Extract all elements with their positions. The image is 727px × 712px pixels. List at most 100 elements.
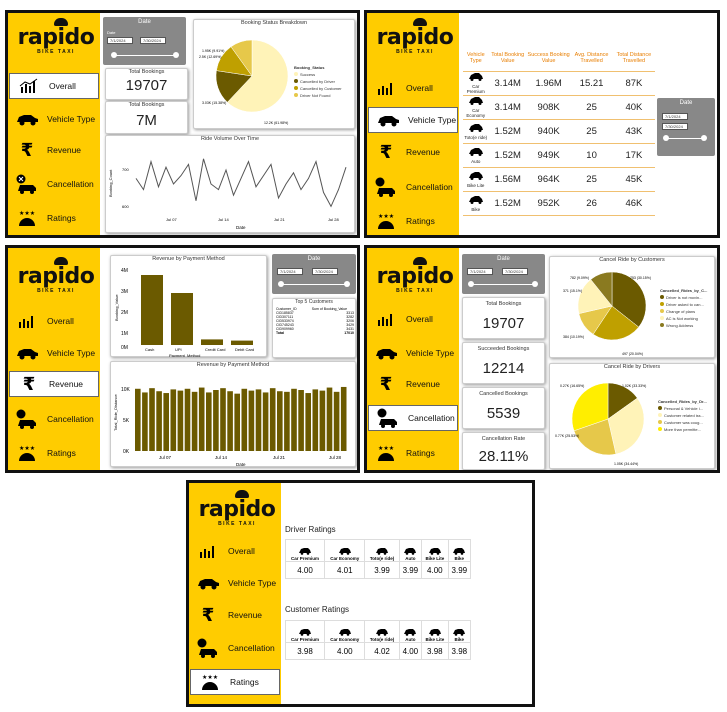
nav-ratings[interactable]: ★★★ Ratings — [367, 440, 459, 466]
table-row: Bike Lite 1.56M 964K 25 45K — [463, 167, 655, 192]
rating-value: 4.00 — [398, 642, 423, 660]
cancel-car-icon — [375, 407, 401, 429]
svg-text:12.2K (61.98%): 12.2K (61.98%) — [264, 121, 288, 125]
nav-revenue[interactable]: ₹ Revenue — [367, 139, 459, 165]
bar — [284, 391, 290, 451]
nav-cancellation[interactable]: Cancellation — [8, 406, 100, 432]
pie-slice — [571, 382, 609, 432]
svg-text:Total_Ride_Distance: Total_Ride_Distance — [113, 394, 118, 431]
bar — [333, 391, 340, 451]
cancel-by-drivers-pie: 0.27K (16.65%) 1.02K (33.33%) 0.77K (25.53… — [555, 382, 646, 466]
date-filter[interactable]: Date 7/1/2024 7/30/2024 — [462, 254, 545, 294]
revenue-dashboard: rapido BIKE TAXI Overall Vehicle Type ₹ Re… — [5, 245, 360, 473]
nav-vehicle-type[interactable]: Vehicle Type — [8, 340, 100, 366]
nav-ratings[interactable]: ★★★ Ratings — [8, 440, 100, 466]
bar — [231, 340, 253, 345]
ride-volume-line-card: Ride Volume Over Time Booking_Count 600 70… — [105, 135, 355, 233]
nav-vehicle-type[interactable]: Vehicle Type — [367, 340, 459, 366]
rating-value: 4.00 — [324, 642, 366, 660]
svg-text:★★★: ★★★ — [19, 445, 35, 452]
bar — [170, 389, 177, 451]
nav-cancellation[interactable]: Cancellation — [8, 171, 100, 197]
sidebar: rapido BIKE TAXI Overall Vehicle Type ₹ Re… — [8, 248, 100, 470]
revenue-by-method-chart: Booking_Value 4M 3M 2M 1M 0M Cash UPI Credit Car… — [114, 268, 254, 357]
svg-text:1.02K (33.33%): 1.02K (33.33%) — [622, 384, 646, 388]
date-filter[interactable]: Date 7/1/2024 7/30/2024 — [272, 254, 356, 294]
sidebar: rapido BIKE TAXI Overall Vehicle Type ₹ Re… — [367, 13, 459, 235]
bar — [262, 392, 269, 451]
rapido-logo: rapido BIKE TAXI — [14, 257, 98, 294]
date-filter[interactable]: Date Date 7/1/2024 7/30/2024 — [103, 17, 186, 65]
svg-text:Jul 21: Jul 21 — [273, 455, 286, 460]
car-icon — [468, 73, 483, 81]
nav-revenue[interactable]: ₹ Revenue — [8, 137, 100, 163]
rupee-icon: ₹ — [20, 139, 34, 160]
nav-overall[interactable]: Overall — [367, 306, 459, 332]
svg-text:Date: Date — [236, 462, 246, 467]
sidebar: rapido BIKE TAXI Overall Vehicle Type ₹ Re… — [8, 13, 100, 235]
nav-ratings[interactable]: ★★★ Ratings — [190, 669, 280, 695]
svg-text:2M: 2M — [121, 310, 128, 316]
nav-overall[interactable]: Overall — [9, 73, 99, 99]
vehicle-icon — [428, 548, 441, 555]
pie-slice — [611, 271, 647, 328]
top5-customers-card: Top 5 Customers Customer_ID Sum of Bookin… — [272, 298, 356, 358]
rupee-icon: ₹ — [379, 373, 393, 394]
bar — [156, 391, 162, 451]
rating-value: 4.00 — [284, 561, 326, 579]
pie-slice — [590, 271, 613, 307]
svg-text:Jul 07: Jul 07 — [166, 217, 177, 222]
chart-icon — [16, 75, 42, 97]
svg-text:Jul 21: Jul 21 — [274, 217, 285, 222]
ratings-dashboard: rapido BIKE TAXI Overall Vehicle Type ₹ Re… — [186, 480, 535, 707]
motorbike-icon — [468, 195, 483, 204]
customer-ratings-table: Car Premium Car Economy Toto(e ride) Auto Bi… — [284, 620, 472, 660]
svg-text:Booking_Count: Booking_Count — [108, 169, 113, 197]
vehicle-table: Vehicle Type Total Booking Value Success B… — [463, 45, 655, 216]
svg-text:Jul 28: Jul 28 — [328, 217, 339, 222]
car-icon — [14, 342, 40, 364]
nav-ratings[interactable]: ★★★ Ratings — [367, 208, 459, 234]
svg-text:10K: 10K — [121, 387, 131, 393]
kpi-cancelled-bookings: Cancelled Bookings 5539 — [462, 387, 545, 429]
nav-revenue[interactable]: ₹ Revenue — [367, 371, 459, 397]
nav-overall[interactable]: Overall — [8, 308, 100, 334]
rapido-logo: rapido BIKE TAXI — [373, 18, 457, 55]
svg-text:1.95K (9.91%): 1.95K (9.91%) — [202, 49, 224, 53]
bar — [269, 388, 276, 451]
table-row: Car Economy 3.14M 908K 25 40K — [463, 95, 655, 120]
nav-overall[interactable]: Overall — [189, 538, 281, 564]
date-filter[interactable]: Date 7/1/2024 7/30/2024 — [657, 98, 715, 156]
table-row: CID307111 3282 — [276, 315, 354, 319]
svg-text:2.5K (12.69%): 2.5K (12.69%) — [199, 55, 221, 59]
vehicle-icon — [453, 548, 466, 555]
table-row: CID909960 3431 — [276, 327, 354, 331]
svg-text:Date: Date — [236, 225, 246, 230]
cancel-car-icon — [14, 408, 40, 430]
nav-cancellation[interactable]: Cancellation — [367, 174, 459, 200]
rating-value: 4.00 — [421, 561, 449, 579]
table-row: Auto 1.52M 949K 10 17K — [463, 143, 655, 168]
tick-label: Credit Card — [205, 347, 225, 352]
vehicle-icon — [338, 629, 351, 636]
nav-overall[interactable]: Overall — [367, 75, 459, 101]
nav-ratings[interactable]: ★★★ Ratings — [8, 205, 100, 231]
nav-vehicle-type[interactable]: Vehicle Type — [189, 570, 281, 596]
rating-value: 3.99 — [447, 561, 472, 579]
nav-vehicle-type[interactable]: Vehicle Type — [368, 107, 458, 133]
svg-text:5K: 5K — [123, 418, 130, 424]
pie-slice — [592, 305, 640, 341]
nav-cancellation[interactable]: Cancellation — [368, 405, 458, 431]
driver-ratings-title: Driver Ratings — [285, 525, 336, 534]
bar — [277, 391, 283, 451]
bar — [201, 339, 223, 345]
nav-vehicle-type[interactable]: Vehicle Type — [8, 106, 100, 132]
nav-revenue[interactable]: ₹ Revenue — [189, 602, 281, 628]
nav-revenue[interactable]: ₹ Revenue — [9, 371, 99, 397]
nav-cancellation[interactable]: Cancellation — [189, 635, 281, 661]
svg-text:Jul 14: Jul 14 — [215, 455, 228, 460]
driver-ratings-table: Car Premium Car Economy Toto(e ride) Auto Bi… — [284, 539, 472, 579]
svg-text:1M: 1M — [121, 331, 128, 337]
kpi-total-bookings: Total Bookings 19707 — [462, 297, 545, 339]
vehicle-icon — [428, 629, 441, 636]
